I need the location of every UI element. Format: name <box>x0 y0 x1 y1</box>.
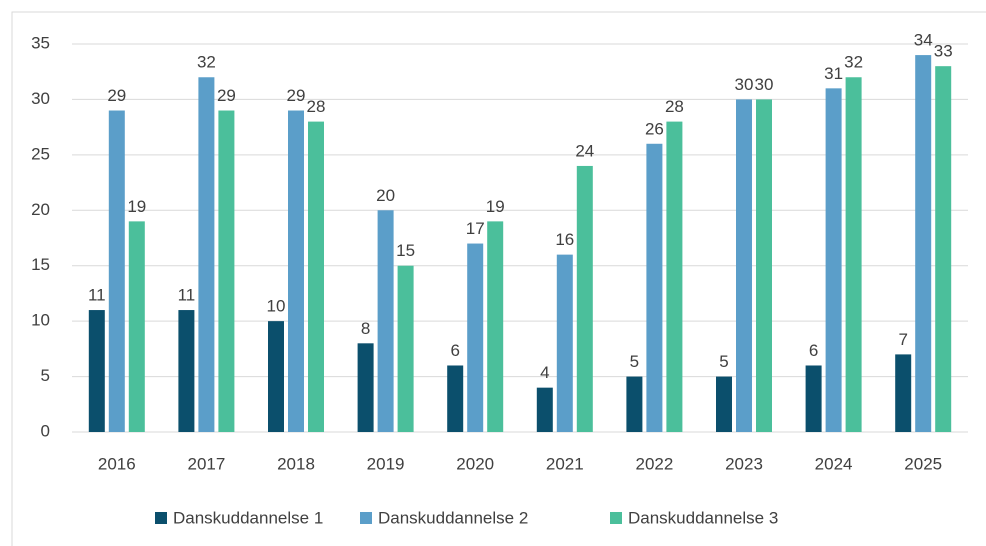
legend-swatch <box>360 512 372 524</box>
bar <box>357 343 374 432</box>
x-tick-label: 2019 <box>367 454 405 473</box>
data-label: 10 <box>267 297 286 316</box>
bar <box>128 221 145 432</box>
bar <box>178 310 195 432</box>
legend-swatch <box>155 512 167 524</box>
x-tick-label: 2018 <box>277 454 315 473</box>
bar <box>626 376 643 432</box>
data-label: 11 <box>88 286 106 305</box>
bar <box>288 110 304 432</box>
bar <box>397 265 414 432</box>
data-label: 20 <box>376 186 395 205</box>
data-label: 26 <box>645 119 664 138</box>
data-label: 19 <box>127 197 146 216</box>
data-label: 6 <box>809 341 818 360</box>
legend-label: Danskuddannelse 1 <box>173 508 323 527</box>
y-tick-label: 5 <box>41 366 50 385</box>
data-label: 31 <box>824 64 843 83</box>
y-tick-label: 20 <box>31 200 50 219</box>
data-label: 5 <box>630 352 639 371</box>
data-label: 33 <box>934 42 953 61</box>
x-tick-label: 2025 <box>904 454 942 473</box>
data-label: 15 <box>396 241 415 260</box>
y-tick-label: 35 <box>31 33 50 52</box>
bar <box>646 143 663 432</box>
data-label: 8 <box>361 319 370 338</box>
legend-label: Danskuddannelse 2 <box>378 508 528 527</box>
bar <box>536 387 553 432</box>
bar <box>556 254 573 432</box>
y-tick-label: 30 <box>31 89 50 108</box>
data-label: 29 <box>217 86 236 105</box>
data-label: 4 <box>540 363 549 382</box>
y-tick-label: 10 <box>31 311 50 330</box>
bar <box>198 77 215 432</box>
data-label: 29 <box>287 86 306 105</box>
bar <box>467 243 484 432</box>
bar <box>845 77 862 432</box>
legend-swatch <box>610 512 622 524</box>
legend-label: Danskuddannelse 3 <box>628 508 778 527</box>
data-label: 32 <box>197 53 216 72</box>
bar <box>736 99 752 432</box>
chart-frame <box>11 11 986 546</box>
x-tick-label: 2022 <box>635 454 673 473</box>
bar <box>756 99 772 432</box>
bar <box>308 121 324 432</box>
bar <box>716 376 732 432</box>
data-label: 19 <box>486 197 505 216</box>
x-tick-label: 2017 <box>187 454 225 473</box>
bar <box>825 88 842 432</box>
data-label: 5 <box>719 352 728 371</box>
x-tick-label: 2016 <box>98 454 136 473</box>
x-tick-label: 2021 <box>546 454 584 473</box>
x-tick-label: 2023 <box>725 454 763 473</box>
data-label: 11 <box>178 286 196 305</box>
bar <box>377 210 394 432</box>
data-label: 24 <box>575 141 594 160</box>
data-label: 17 <box>466 219 485 238</box>
x-tick-label: 2020 <box>456 454 494 473</box>
bar <box>805 365 822 432</box>
data-label: 16 <box>555 230 574 249</box>
bar <box>268 321 284 432</box>
data-label: 7 <box>898 330 907 349</box>
data-label: 32 <box>844 53 863 72</box>
data-label: 34 <box>914 31 933 50</box>
bar <box>576 165 593 432</box>
x-tick-label: 2024 <box>815 454 853 473</box>
bar <box>935 66 952 433</box>
bar <box>108 110 125 432</box>
bar <box>915 55 932 432</box>
bar <box>487 221 504 432</box>
data-label: 30 <box>755 75 774 94</box>
data-label: 28 <box>307 97 326 116</box>
bar <box>666 121 683 432</box>
bar <box>218 110 235 432</box>
bar <box>895 354 912 432</box>
data-label: 30 <box>735 75 754 94</box>
y-tick-label: 0 <box>41 421 50 440</box>
bar <box>447 365 464 432</box>
y-tick-label: 15 <box>31 255 50 274</box>
y-tick-label: 25 <box>31 144 50 163</box>
data-label: 6 <box>450 341 459 360</box>
data-label: 28 <box>665 97 684 116</box>
bar <box>88 310 105 432</box>
data-label: 29 <box>107 86 126 105</box>
